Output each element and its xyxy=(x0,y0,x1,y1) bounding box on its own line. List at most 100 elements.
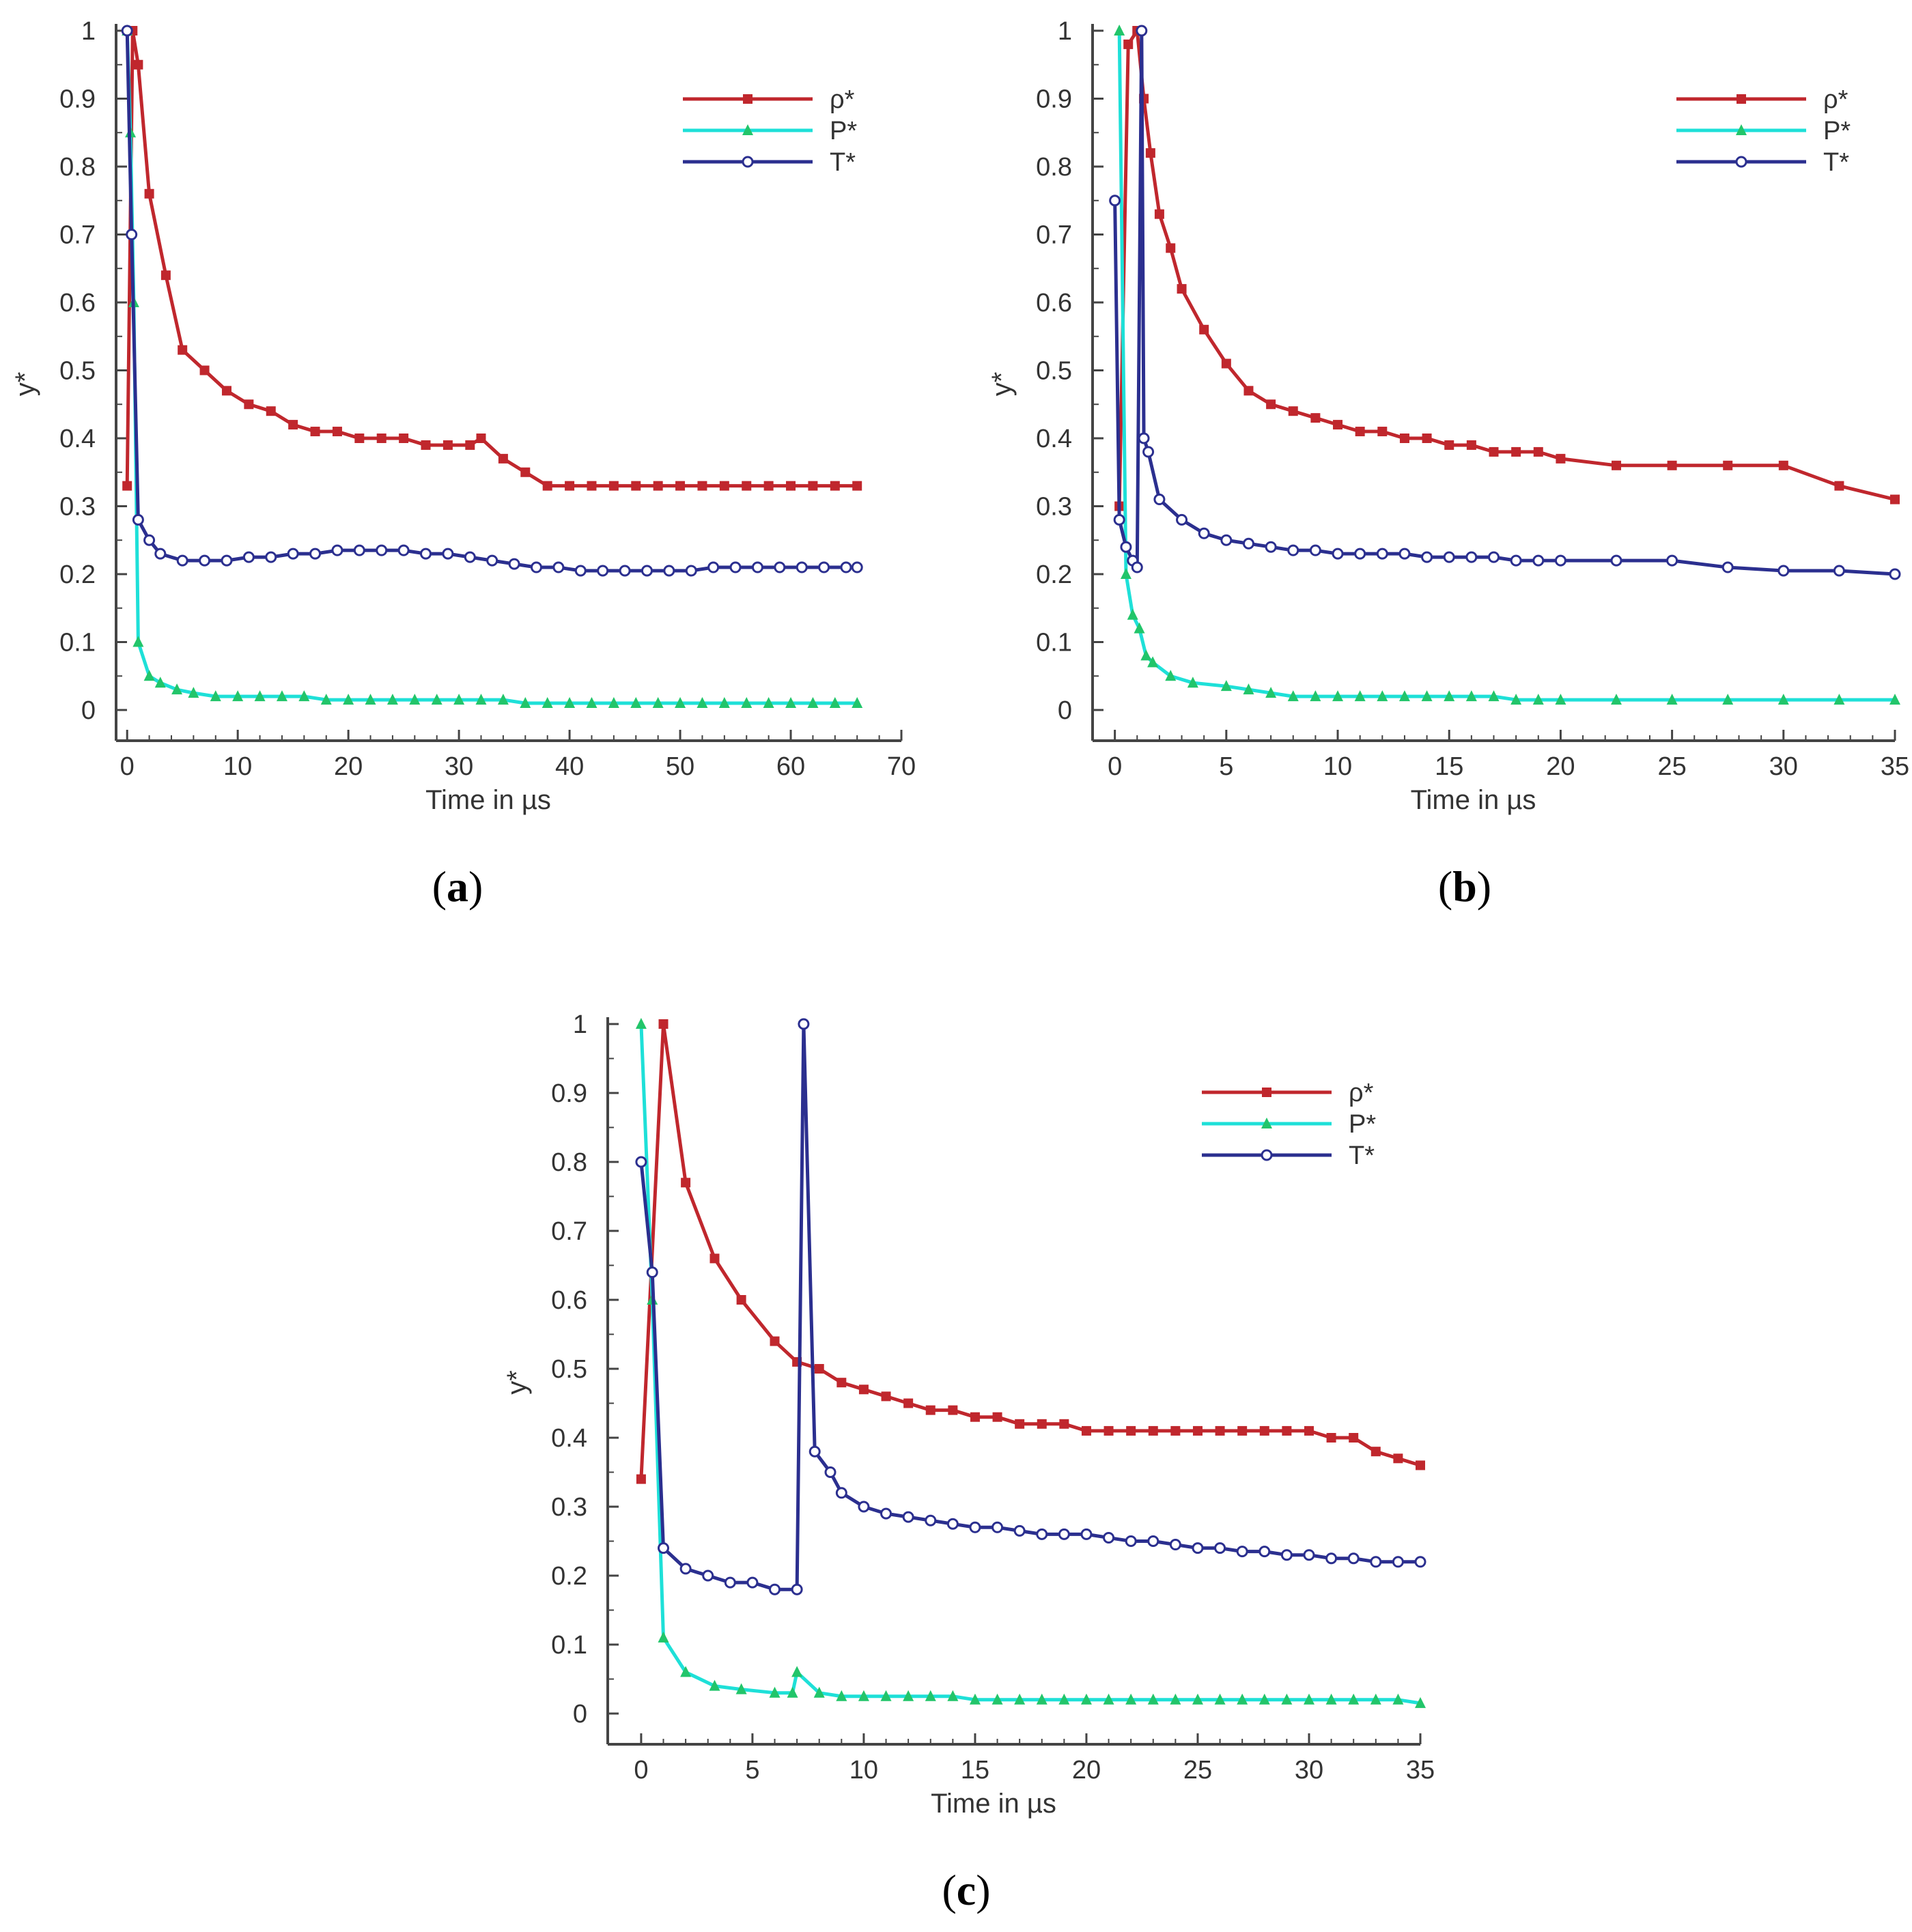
data-point xyxy=(685,565,697,577)
data-point xyxy=(154,548,167,560)
data-point xyxy=(376,434,386,443)
panel-caption-letter: a xyxy=(447,862,468,911)
x-axis-label: Time in µs xyxy=(931,1789,1056,1819)
data-point xyxy=(675,481,686,491)
x-tick-label: 70 xyxy=(887,752,916,781)
data-point xyxy=(1303,1549,1315,1561)
y-tick-label: 0.6 xyxy=(59,289,96,317)
data-point xyxy=(1555,694,1566,705)
data-point xyxy=(320,694,332,705)
data-point xyxy=(1554,554,1566,567)
data-point xyxy=(178,345,188,355)
data-point xyxy=(741,697,753,709)
panel-caption-letter: b xyxy=(1452,862,1477,911)
data-point xyxy=(1198,527,1210,539)
x-tick-label: 15 xyxy=(961,1756,989,1785)
data-point xyxy=(1392,1556,1404,1568)
data-point xyxy=(442,440,453,450)
data-point xyxy=(1532,694,1544,705)
data-point xyxy=(1236,1546,1248,1558)
data-point xyxy=(1465,551,1478,563)
data-point xyxy=(1145,148,1155,158)
data-point xyxy=(1220,680,1232,692)
x-tick-label: 50 xyxy=(666,752,694,781)
data-point xyxy=(903,1690,914,1701)
data-point xyxy=(1349,1433,1359,1443)
data-point xyxy=(465,440,475,450)
data-point xyxy=(653,481,663,491)
data-point xyxy=(1309,544,1321,556)
data-point xyxy=(122,481,132,491)
data-point xyxy=(1612,460,1622,470)
data-point xyxy=(420,548,432,560)
data-point xyxy=(746,1576,759,1589)
data-point xyxy=(1120,568,1131,579)
data-point xyxy=(751,561,763,573)
data-point xyxy=(948,1405,958,1415)
x-tick-label: 10 xyxy=(849,1756,878,1785)
data-point xyxy=(1037,1419,1047,1429)
data-point xyxy=(1080,1528,1093,1540)
data-point xyxy=(310,427,320,437)
data-point xyxy=(836,1690,847,1701)
legend: ρ* P*T* xyxy=(1202,1079,1376,1170)
data-point xyxy=(564,697,576,709)
data-point xyxy=(1147,656,1159,668)
data-point xyxy=(1220,534,1233,546)
data-point xyxy=(619,565,631,577)
data-point xyxy=(132,513,144,526)
x-tick-label: 20 xyxy=(1546,752,1575,781)
data-point xyxy=(1511,446,1521,457)
data-point xyxy=(707,561,720,573)
data-point xyxy=(729,561,742,573)
data-point xyxy=(1421,551,1433,563)
data-point xyxy=(221,386,231,396)
data-point xyxy=(635,1156,647,1168)
y-tick-label: 0.7 xyxy=(59,221,96,250)
y-tick-label: 0.2 xyxy=(59,560,96,589)
data-point xyxy=(343,694,354,705)
series-line xyxy=(639,1022,1420,1591)
data-point xyxy=(586,697,598,709)
y-tick-label: 0.8 xyxy=(59,153,96,182)
y-tick-label: 0.6 xyxy=(551,1286,587,1315)
y-tick-label: 0 xyxy=(81,696,96,725)
legend-label: P* xyxy=(830,117,857,145)
data-point xyxy=(1266,399,1276,410)
x-tick-label: 30 xyxy=(1295,1756,1323,1785)
data-point xyxy=(1777,694,1789,705)
data-point xyxy=(946,1518,959,1530)
data-point xyxy=(1415,1696,1426,1708)
data-point xyxy=(486,554,498,567)
data-point xyxy=(1147,1535,1159,1547)
y-tick-label: 0.2 xyxy=(551,1562,587,1591)
data-point xyxy=(1303,1693,1314,1705)
data-point xyxy=(1466,440,1476,450)
data-point xyxy=(840,561,852,573)
data-point xyxy=(1237,1693,1248,1705)
data-point xyxy=(663,565,675,577)
data-point xyxy=(702,1569,714,1582)
series-rho xyxy=(122,26,862,491)
data-point xyxy=(769,1686,781,1698)
series-p xyxy=(1114,25,1900,705)
data-point xyxy=(1889,568,1901,580)
data-point xyxy=(1237,1425,1248,1436)
data-point xyxy=(675,697,686,709)
data-point xyxy=(1890,494,1900,505)
data-point xyxy=(1126,1425,1136,1436)
data-point xyxy=(852,697,863,709)
data-point xyxy=(680,1666,692,1677)
data-point xyxy=(1169,1539,1181,1551)
legend-label: ρ* xyxy=(1823,85,1848,114)
data-point xyxy=(635,1018,647,1029)
data-point xyxy=(587,481,597,491)
data-point xyxy=(1080,1693,1092,1705)
data-point xyxy=(992,1521,1004,1533)
legend-label: ρ* xyxy=(1349,1079,1374,1107)
data-point xyxy=(1721,561,1734,573)
y-tick-label: 0.8 xyxy=(1036,153,1072,182)
legend-marker xyxy=(742,124,753,135)
panel-c: 00.10.20.30.40.50.60.70.80.910 5 10 15 20 25 3… xyxy=(502,1010,1435,1914)
data-point xyxy=(1488,690,1500,702)
